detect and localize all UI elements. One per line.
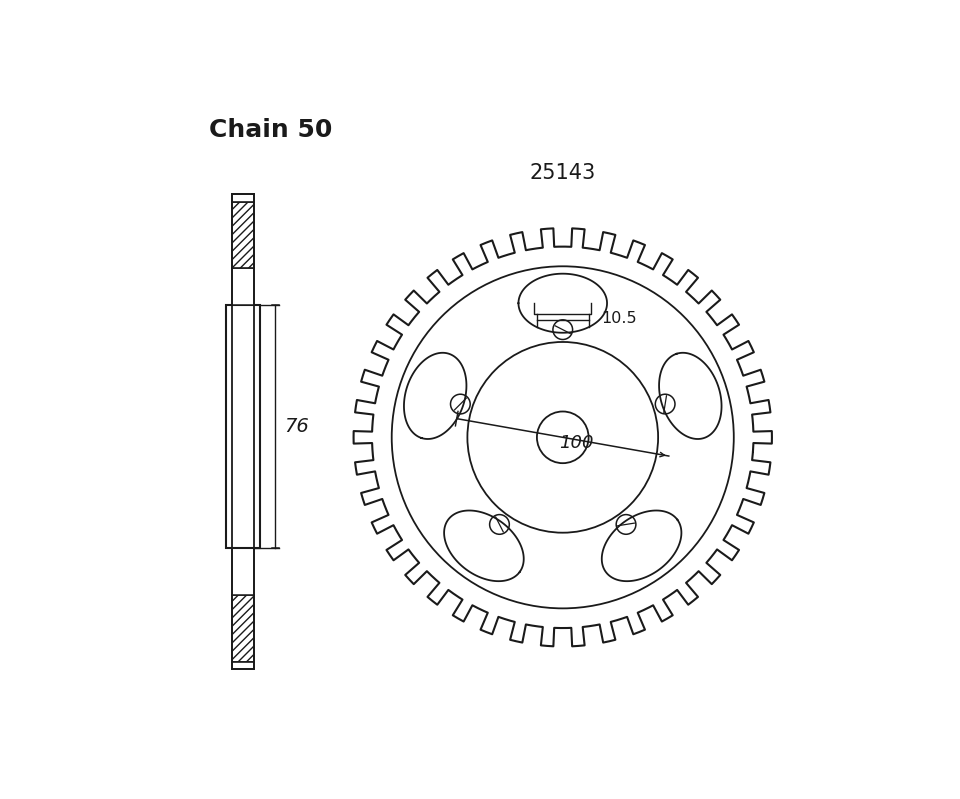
Bar <box>231 662 253 670</box>
Text: 10.5: 10.5 <box>601 311 636 326</box>
Bar <box>231 268 253 305</box>
Text: 100: 100 <box>559 435 593 452</box>
Bar <box>226 305 260 548</box>
Text: Chain 50: Chain 50 <box>209 117 332 141</box>
Bar <box>231 548 253 595</box>
Bar <box>231 201 253 268</box>
Text: 76: 76 <box>284 417 309 436</box>
Bar <box>231 194 253 670</box>
Text: 25143: 25143 <box>530 163 596 183</box>
Bar <box>231 595 253 662</box>
Bar <box>231 194 253 201</box>
